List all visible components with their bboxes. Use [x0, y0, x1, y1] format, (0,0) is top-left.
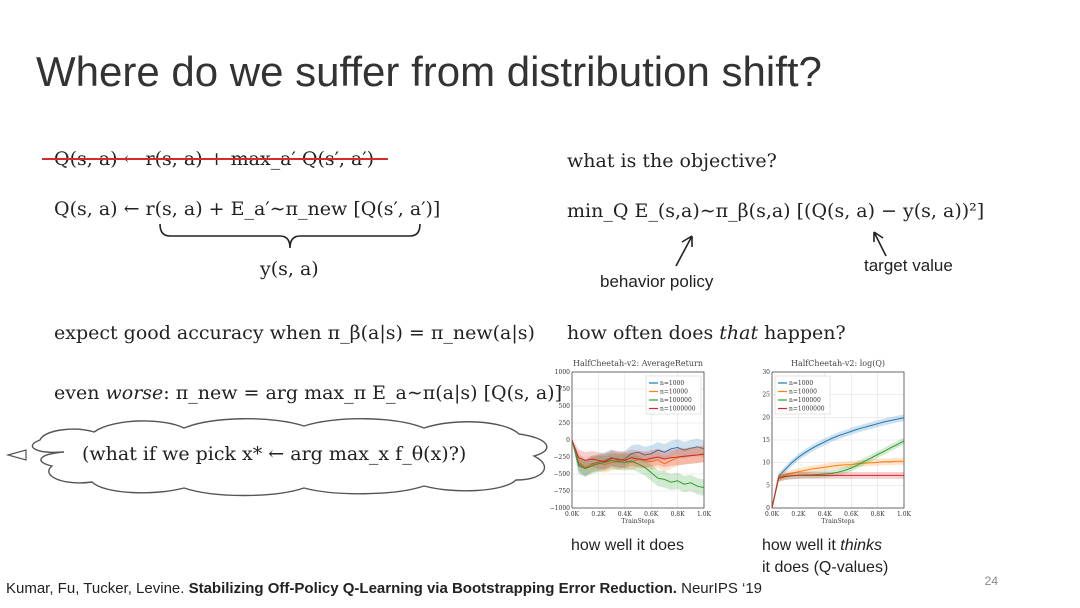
plot-frame [771, 371, 905, 509]
target-y-label: y(s, a) [260, 258, 319, 280]
caption-thinks-emphasis: thinks [840, 537, 883, 554]
legend-label: n=100000 [789, 397, 821, 404]
x-tick-label: 0.6K [844, 511, 859, 518]
x-axis-label: TrainSteps [621, 518, 654, 525]
citation-authors: Kumar, Fu, Tucker, Levine. [6, 580, 189, 597]
legend-box [645, 375, 702, 415]
thought-cloud [5, 418, 548, 497]
x-tick-label: 0.2K [791, 511, 806, 518]
x-tick-label: 0.2K [591, 511, 606, 518]
y-tick-label: −750 [554, 488, 571, 495]
chart-title: HalfCheetah-v2: log(Q) [791, 359, 885, 368]
chart-title: HalfCheetah-v2: AverageReturn [573, 359, 703, 368]
y-tick-label: 20 [762, 414, 770, 421]
series-line-n=1000000 [571, 439, 705, 463]
slide-title: Where do we suffer from distribution shi… [36, 48, 822, 95]
caption-q-values: it does (Q-values) [762, 559, 889, 576]
legend-label: n=100000 [660, 397, 692, 404]
even-worse-text: even worse: π_new = arg max_π E_a∼π(a|s)… [54, 382, 562, 404]
target-value-label: target value [864, 256, 953, 275]
citation-venue: NeurIPS ‘19 [676, 580, 763, 597]
y-tick-label: 5 [766, 482, 770, 489]
x-axis-label: TrainSteps [821, 518, 854, 525]
legend-box [774, 375, 831, 415]
series-line-n=100000 [571, 439, 705, 489]
underbrace [159, 223, 421, 249]
expect-accuracy-text: expect good accuracy when π_β(a|s) = π_n… [54, 322, 535, 344]
series-band-n=1000 [572, 438, 704, 477]
behavior-policy-label: behavior policy [600, 272, 714, 291]
even-worse-prefix: even [54, 382, 106, 404]
series-line-n=1000000 [771, 474, 904, 509]
series-band-n=1000 [772, 414, 904, 508]
y-tick-label: −500 [554, 471, 571, 478]
series-band-n=1000000 [772, 472, 904, 508]
caption-how-well-it-thinks: how well it thinks [762, 537, 882, 555]
how-often-emphasis: that [719, 322, 759, 344]
target-arrow [873, 231, 887, 257]
log-q-chart: HalfCheetah-v2: log(Q) 30 25 20 15 10 5 00.0K 0.… [762, 359, 912, 525]
y-tick-label: 250 [559, 420, 571, 427]
y-tick-label: 0 [766, 505, 770, 512]
legend-label: n=1000000 [660, 406, 696, 413]
objective-question: what is the objective? [567, 150, 777, 172]
legend-label: n=10000 [660, 389, 688, 396]
x-tick-label: 0.8K [671, 511, 686, 518]
caption-thinks-prefix: how well it [762, 537, 841, 554]
legend-label: n=1000000 [789, 406, 825, 413]
y-tick-label: 1000 [555, 369, 570, 376]
x-tick-label: 0.6K [644, 511, 659, 518]
y-tick-label: 15 [762, 437, 770, 444]
how-often-prefix: how often does [567, 322, 720, 344]
series-band-n=100000 [772, 437, 904, 508]
series-line-n=1000 [771, 417, 905, 509]
series-band-n=1000000 [572, 440, 704, 470]
y-tick-label: 0 [566, 437, 570, 444]
y-tick-label: −1000 [550, 505, 570, 512]
x-tick-label: 0.4K [618, 511, 633, 518]
how-often-text: how often does that happen? [567, 322, 846, 344]
how-often-suffix: happen? [758, 322, 846, 344]
y-tick-label: 500 [559, 403, 571, 410]
cloud-question: (what if we pick x* ← arg max_x f_θ(x)?) [82, 443, 467, 465]
x-tick-label: 0.0K [565, 511, 580, 518]
caption-how-well-it-does: how well it does [571, 537, 684, 554]
page-number: 24 [984, 574, 998, 588]
x-tick-label: 0.4K [818, 511, 833, 518]
y-tick-label: 25 [762, 392, 770, 399]
legend-label: n=1000 [789, 380, 813, 387]
x-tick-label: 0.8K [871, 511, 886, 518]
series-line-n=10000 [771, 460, 904, 509]
series-band-n=10000 [572, 440, 704, 476]
even-worse-rest: : π_new = arg max_π E_a∼π(a|s) [Q(s, a)] [163, 382, 562, 404]
even-worse-emphasis: worse [105, 382, 164, 404]
series-line-n=1000 [571, 439, 705, 470]
citation: Kumar, Fu, Tucker, Levine. Stabilizing O… [6, 580, 762, 597]
objective-equation: min_Q E_(s,a)∼π_β(s,a) [(Q(s, a) − y(s, … [567, 200, 985, 222]
y-tick-label: 750 [559, 386, 571, 393]
strikethrough-line [42, 158, 388, 160]
y-tick-label: 10 [762, 460, 770, 467]
y-tick-label: −250 [554, 454, 571, 461]
x-tick-label: 0.0K [765, 511, 780, 518]
legend-label: n=10000 [789, 389, 817, 396]
legend-label: n=1000 [660, 380, 684, 387]
behavior-arrow [675, 235, 693, 267]
x-tick-label: 1.0K [697, 511, 712, 518]
y-tick-label: 30 [762, 369, 770, 376]
citation-title: Stabilizing Off-Policy Q-Learning via Bo… [188, 580, 677, 597]
expected-bellman-equation: Q(s, a) ← r(s, a) + E_a′∼π_new [Q(s′, a′… [54, 198, 441, 220]
x-tick-label: 1.0K [897, 511, 912, 518]
